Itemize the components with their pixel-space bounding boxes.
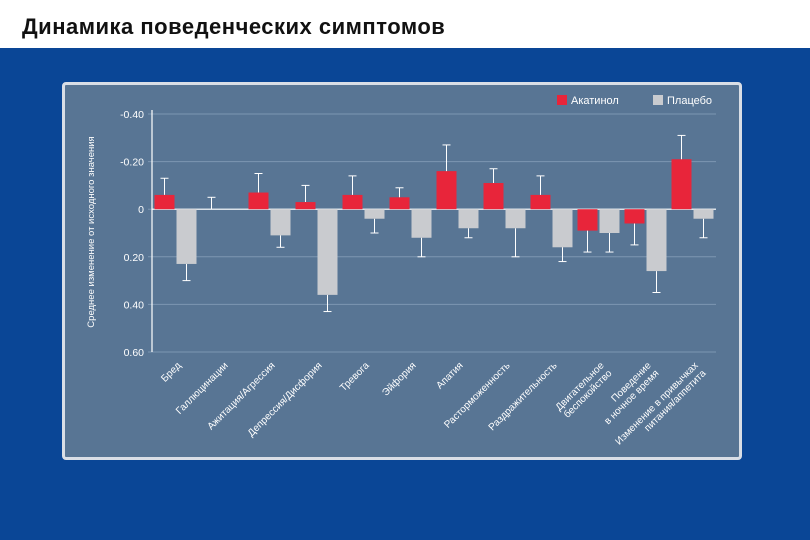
placebo-bar [505,209,526,229]
akatinol-bar [389,197,410,210]
placebo-bar [458,209,479,229]
akatinol-bar [154,194,175,210]
placebo-bar [411,209,432,238]
y-axis-title: Среднее изменение от исходного значения [86,136,97,327]
page-title: Динамика поведенческих симптомов [22,14,446,39]
placebo-bar [599,209,620,233]
y-tick-label: -0.40 [120,109,144,121]
y-tick-label: -0.20 [120,157,144,169]
y-tick-label: 0.40 [124,299,145,311]
x-tick-label: Двигательноебеспокойство [554,360,615,421]
legend-label-akatinol: Акатинол [571,95,619,107]
akatinol-bar [295,202,316,210]
akatinol-bar [436,171,457,210]
placebo-bar [317,209,338,295]
y-tick-label: 0.60 [124,347,145,359]
akatinol-bar [624,209,645,224]
y-tick-label: 0.20 [124,252,145,264]
placebo-bar [176,209,197,264]
legend-swatch-akatinol [557,95,567,105]
akatinol-bar [671,159,692,210]
placebo-bar [270,209,291,236]
akatinol-bar [483,183,504,210]
akatinol-bar [248,192,269,210]
x-tick-label: Бред [159,360,183,384]
legend-swatch-placebo [653,95,663,105]
placebo-bar [693,209,714,219]
akatinol-bar [342,194,363,210]
x-tick-label: Депрессия/Дисфория [245,360,324,439]
legend-label-placebo: Плацебо [667,95,712,107]
akatinol-bar [577,209,598,231]
x-tick-label: Апатия [434,360,465,391]
placebo-bar [364,209,385,219]
placebo-bar [646,209,667,272]
x-tick-label: Эйфория [380,360,419,399]
akatinol-bar [530,194,551,210]
x-tick-label: Тревога [338,360,372,394]
y-tick-label: 0 [138,204,144,216]
chart-panel [62,82,742,460]
placebo-bar [552,209,573,248]
title-bar: Динамика поведенческих симптомов [0,0,810,48]
